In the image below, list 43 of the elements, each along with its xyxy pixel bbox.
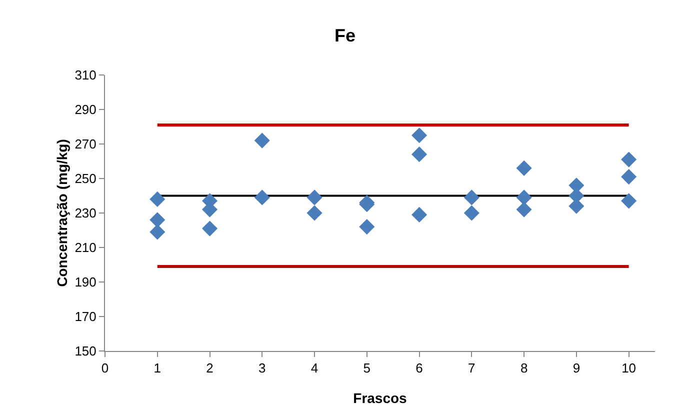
x-tick-label: 0 [101,360,109,376]
x-tick-label: 8 [520,360,528,376]
point [411,146,428,162]
point [516,160,532,176]
chart-title: Fe [334,26,356,46]
point [202,220,218,236]
point [150,191,166,207]
y-tick-label: 290 [74,102,96,118]
y-tick-label: 310 [74,68,96,83]
x-tick-label: 2 [206,360,214,376]
point [516,190,532,206]
point [150,224,166,240]
y-tick-label: 250 [74,171,96,186]
x-tick-label: 1 [154,360,161,376]
point [516,202,532,218]
x-tick-label: 9 [572,360,580,376]
y-tick-label: 170 [74,309,96,324]
point [359,219,375,235]
y-axis-title: Concentração (mg/kg) [54,139,70,287]
point [306,190,322,206]
point [150,212,166,228]
x-tick-label: 3 [258,360,266,376]
point [254,190,270,206]
point [621,168,637,185]
point [411,128,428,144]
x-tick-label: 5 [363,360,371,376]
point [464,205,480,221]
point [254,132,270,148]
point [621,152,637,168]
point [621,193,637,209]
y-tick-label: 270 [74,136,96,152]
y-tick-label: 150 [74,344,96,359]
x-tick-label: 7 [468,360,476,376]
x-tick-label: 6 [416,360,423,376]
x-tick-label: 4 [310,360,318,376]
x-axis-title: Frascos [353,390,408,406]
x-tick-label: 10 [622,360,636,376]
y-tick-label: 230 [74,206,96,221]
point [411,206,428,223]
y-tick-label: 190 [74,274,96,290]
point [306,205,322,221]
point [464,190,480,206]
y-tick-label: 210 [74,240,96,256]
